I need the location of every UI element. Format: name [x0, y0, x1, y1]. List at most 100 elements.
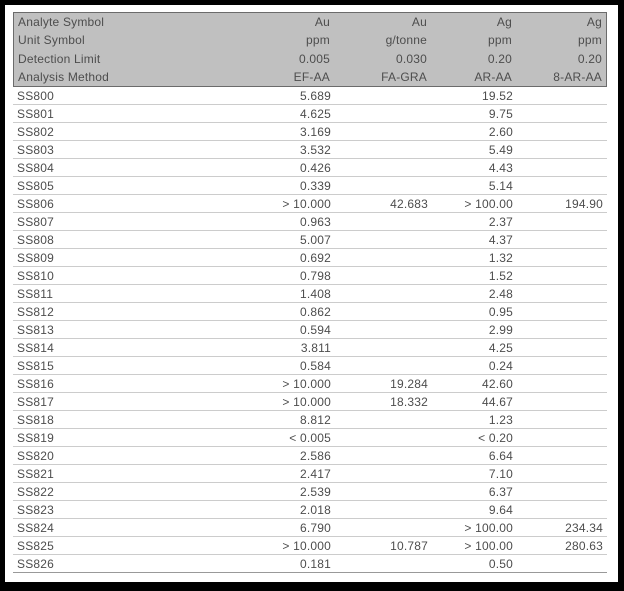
result-value: 0.798 — [299, 268, 331, 283]
result-value: 1.408 — [299, 286, 331, 301]
sample-id: SS813 — [17, 322, 55, 337]
header-value: ppm — [488, 33, 512, 48]
result-value: 5.689 — [299, 88, 331, 103]
header-label: Analysis Method — [18, 69, 110, 84]
sample-id: SS823 — [17, 502, 55, 517]
result-value: 42.60 — [481, 376, 513, 391]
sample-id: SS826 — [17, 556, 55, 571]
sample-id: SS819 — [17, 430, 55, 445]
sample-id: SS800 — [17, 88, 55, 103]
table-row: SS817 > 10.000 18.332 44.67 — [13, 393, 607, 411]
header-value: 8-AR-AA — [553, 69, 602, 84]
table-row: SS826 0.181 0.50 — [13, 555, 607, 573]
table-row: SS803 3.532 5.49 — [13, 141, 607, 159]
result-value: 5.49 — [488, 142, 513, 157]
table-row: Analysis Method EF-AA FA-GRA AR-AA 8-AR-AA — [14, 68, 606, 86]
header-label: Unit Symbol — [18, 33, 85, 48]
sample-id: SS809 — [17, 250, 55, 265]
sample-id: SS808 — [17, 232, 55, 247]
result-value: 1.52 — [488, 268, 513, 283]
assay-results-table: Analyte Symbol Au Au Ag Ag Unit Symbol ppm g/to… — [13, 12, 607, 573]
table-row: SS816 > 10.000 19.284 42.60 — [13, 375, 607, 393]
header-value: ppm — [578, 33, 602, 48]
result-value: 44.67 — [481, 394, 513, 409]
result-value: > 100.00 — [464, 196, 513, 211]
result-value: > 10.000 — [282, 394, 331, 409]
sample-id: SS811 — [17, 286, 54, 301]
result-value: 0.862 — [299, 304, 331, 319]
table-row: SS805 0.339 5.14 — [13, 177, 607, 195]
result-value: 3.811 — [300, 340, 331, 355]
table-row: SS804 0.426 4.43 — [13, 159, 607, 177]
sample-id: SS816 — [17, 376, 55, 391]
document-sheet: Analyte Symbol Au Au Ag Ag Unit Symbol ppm g/to… — [5, 5, 618, 582]
table-row: SS824 6.790 > 100.00 234.34 — [13, 519, 607, 537]
sample-id: SS821 — [17, 466, 55, 481]
header-value: ppm — [306, 33, 330, 48]
table-row: SS810 0.798 1.52 — [13, 267, 607, 285]
result-value: 2.018 — [299, 502, 331, 517]
table-row: SS822 2.539 6.37 — [13, 483, 607, 501]
table-row: SS818 8.812 1.23 — [13, 411, 607, 429]
result-value: 0.594 — [299, 322, 331, 337]
table-body: SS800 5.689 19.52 SS801 4.625 9.75 SS802 3.169 2… — [13, 87, 607, 573]
header-value: 0.030 — [395, 51, 427, 66]
header-value: Au — [411, 15, 427, 30]
header-value: 0.20 — [487, 51, 512, 66]
result-value: 4.43 — [488, 160, 513, 175]
result-value: > 10.000 — [282, 196, 331, 211]
header-value: Au — [314, 15, 330, 30]
result-value: 2.586 — [299, 448, 331, 463]
result-value: 2.417 — [299, 466, 331, 481]
table-row: SS823 2.018 9.64 — [13, 501, 607, 519]
result-value: > 10.000 — [282, 376, 331, 391]
sample-id: SS820 — [17, 448, 55, 463]
result-value: > 100.00 — [464, 520, 513, 535]
result-value: 194.90 — [565, 196, 603, 211]
sample-id: SS804 — [17, 160, 55, 175]
result-value: 19.52 — [481, 88, 513, 103]
result-value: 5.007 — [299, 232, 331, 247]
sample-id: SS812 — [17, 304, 55, 319]
table-row: Analyte Symbol Au Au Ag Ag — [14, 13, 606, 31]
result-value: > 10.000 — [282, 538, 331, 553]
table-row: SS821 2.417 7.10 — [13, 465, 607, 483]
result-value: 1.32 — [488, 250, 513, 265]
table-row: SS809 0.692 1.32 — [13, 249, 607, 267]
result-value: 9.64 — [488, 502, 513, 517]
result-value: 0.24 — [488, 358, 513, 373]
header-value: EF-AA — [293, 69, 330, 84]
result-value: 6.790 — [299, 520, 331, 535]
sample-id: SS807 — [17, 214, 55, 229]
result-value: 2.539 — [299, 484, 331, 499]
result-value: 42.683 — [390, 196, 428, 211]
table-row: Unit Symbol ppm g/tonne ppm ppm — [14, 31, 606, 49]
sample-id: SS803 — [17, 142, 55, 157]
table-row: SS815 0.584 0.24 — [13, 357, 607, 375]
header-value: 0.20 — [577, 51, 602, 66]
sample-id: SS805 — [17, 178, 55, 193]
sample-id: SS801 — [17, 106, 55, 121]
result-value: 4.625 — [299, 106, 331, 121]
result-value: 7.10 — [488, 466, 513, 481]
table-row: SS820 2.586 6.64 — [13, 447, 607, 465]
result-value: 18.332 — [390, 394, 428, 409]
result-value: 5.14 — [488, 178, 513, 193]
header-label: Detection Limit — [18, 51, 101, 66]
result-value: 8.812 — [299, 412, 331, 427]
table-row: SS811 1.408 2.48 — [13, 285, 607, 303]
sample-id: SS825 — [17, 538, 55, 553]
result-value: 4.37 — [488, 232, 513, 247]
result-value: > 100.00 — [464, 538, 513, 553]
header-value: Ag — [586, 15, 602, 30]
result-value: 3.532 — [299, 142, 331, 157]
sample-id: SS810 — [17, 268, 55, 283]
header-value: AR-AA — [474, 69, 512, 84]
result-value: 6.64 — [488, 448, 513, 463]
result-value: 1.23 — [488, 412, 513, 427]
result-value: 2.99 — [488, 322, 513, 337]
result-value: 6.37 — [488, 484, 513, 499]
table-row: SS813 0.594 2.99 — [13, 321, 607, 339]
sample-id: SS815 — [17, 358, 55, 373]
